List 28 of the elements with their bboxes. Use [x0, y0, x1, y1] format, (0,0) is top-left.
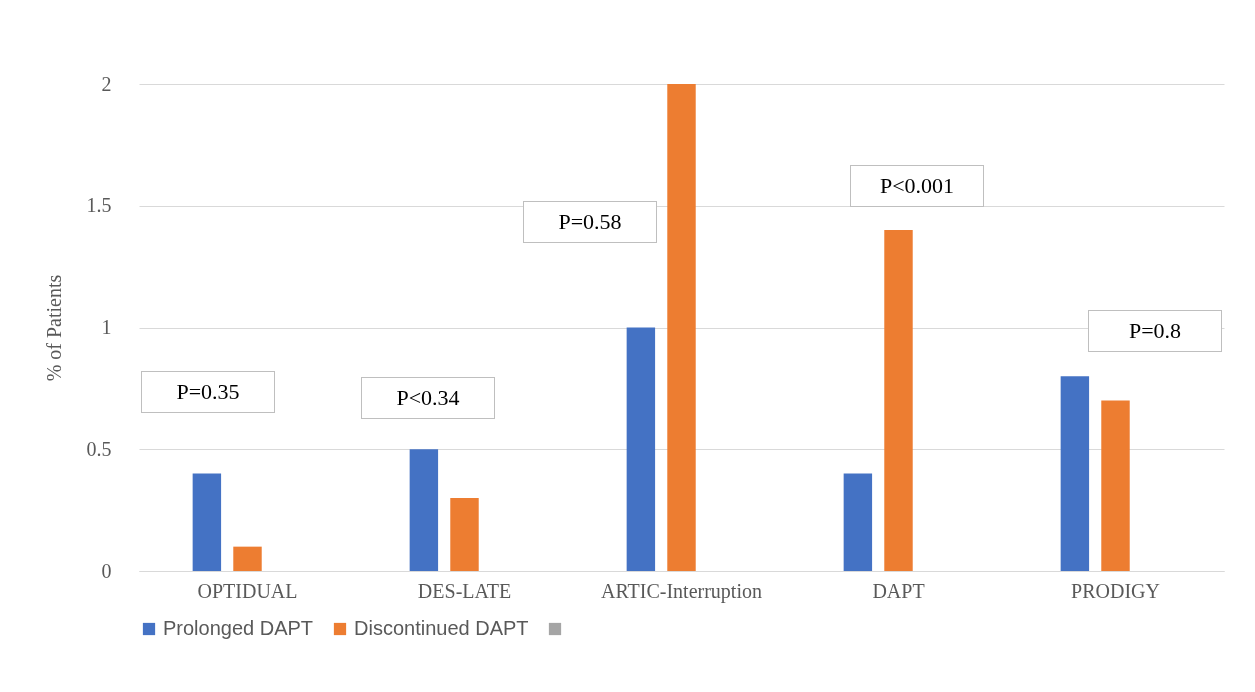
- legend-label: Prolonged DAPT: [163, 617, 314, 639]
- text-box: P=0.58: [523, 201, 657, 243]
- bar: [667, 84, 696, 571]
- bar: [450, 497, 479, 571]
- bar: [192, 473, 222, 571]
- text-box: P<0.001: [850, 165, 984, 207]
- text-box: P=0.8: [1088, 310, 1222, 352]
- x-tick-label: ARTIC-Interruption: [601, 579, 762, 603]
- x-tick-label: DES-LATE: [417, 579, 512, 602]
- y-tick-label: 1.5: [86, 194, 112, 217]
- bar: [409, 449, 439, 571]
- bar: [843, 473, 873, 571]
- y-tick-label: 2: [101, 72, 112, 95]
- y-tick-label: 0.5: [86, 437, 112, 460]
- bar: [1060, 376, 1090, 571]
- text-box: P<0.34: [361, 377, 495, 419]
- y-tick-label: 1: [101, 316, 112, 338]
- bar: [884, 230, 913, 571]
- bar: [626, 327, 656, 571]
- text-box: P=0.35: [141, 371, 275, 413]
- x-tick-label: PRODIGY: [1071, 579, 1160, 602]
- y-tick-label: 0: [101, 559, 112, 582]
- y-axis-title: % of Patients: [42, 274, 65, 382]
- bar: [1101, 400, 1130, 571]
- bar: [233, 546, 262, 571]
- x-tick-label: OPTIDUAL: [197, 579, 298, 602]
- x-tick-label: DAPT: [872, 579, 925, 602]
- legend-label: Discontinued DAPT: [354, 617, 529, 639]
